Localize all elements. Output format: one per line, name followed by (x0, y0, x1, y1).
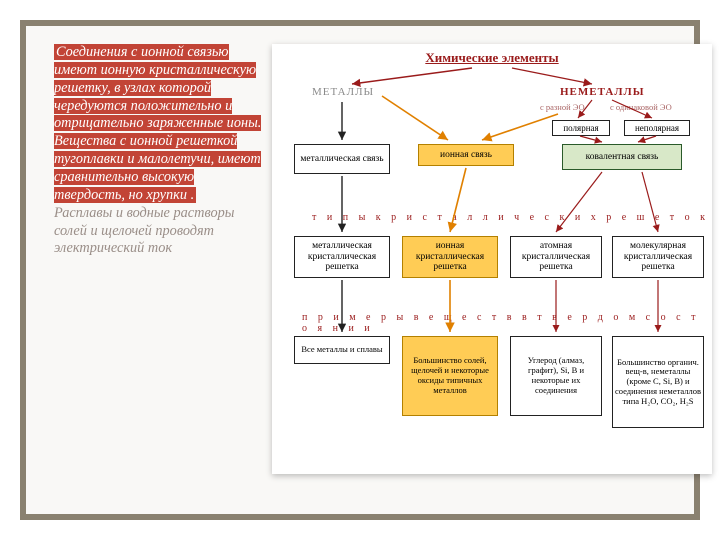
chem-diagram: Химические элементы МЕТАЛЛЫ НЕМЕТАЛЛЫ с … (272, 44, 712, 474)
side-text-plain: Расплавы и водные растворы солей и щелоч… (54, 205, 234, 257)
slide-frame: Соединения с ионной связью имеют ионную … (14, 14, 706, 526)
side-text-highlight: Соединения с ионной связью имеют ионную … (54, 44, 261, 203)
side-text: Соединения с ионной связью имеют ионную … (54, 44, 264, 258)
arrows-svg (272, 44, 712, 474)
